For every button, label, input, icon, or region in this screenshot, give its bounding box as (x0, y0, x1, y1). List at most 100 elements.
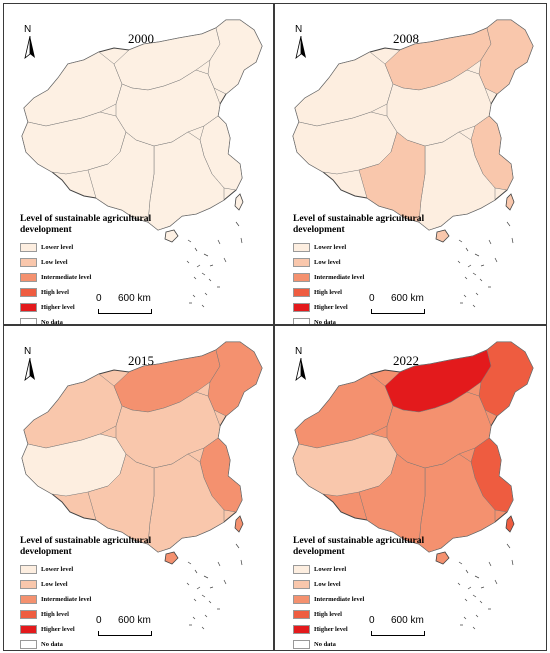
north-arrow-icon (24, 36, 35, 60)
legend-swatch (20, 580, 37, 589)
legend-label: Intermediate level (41, 274, 92, 281)
legend-swatch (293, 565, 310, 574)
scale-bar: 0 600 km (96, 293, 156, 315)
legend-swatch (293, 303, 310, 312)
south-sea-islands (457, 221, 514, 308)
south-sea-islands (186, 221, 243, 308)
north-arrow: N (22, 24, 38, 62)
north-arrow-icon (295, 36, 306, 60)
legend-item: Low level (293, 255, 364, 270)
south-sea-islands (457, 543, 514, 630)
legend-label: Lower level (41, 566, 74, 573)
scale-zero: 0 (369, 293, 375, 304)
china-map (21, 19, 263, 308)
legend-item: Low level (20, 255, 91, 270)
legend-swatch (293, 288, 310, 297)
legend-item: High level (20, 607, 91, 622)
legend-item: No data (20, 315, 91, 325)
region-southwest (87, 453, 155, 545)
legend-swatch (293, 640, 310, 649)
legend-swatch (293, 318, 310, 324)
legend-swatch (293, 595, 310, 604)
legend: Lower level Low level Intermediate level Hi… (293, 562, 364, 650)
legend-item: Intermediate level (20, 592, 91, 607)
legend-swatch (293, 243, 310, 252)
legend-item: Intermediate level (293, 270, 364, 285)
legend-label: No data (314, 641, 336, 648)
legend-label: Low level (314, 581, 341, 588)
legend-title: Level of sustainable agricultural develo… (20, 214, 152, 235)
panel-year: 2008 (393, 31, 419, 46)
scale-zero: 0 (96, 293, 102, 304)
legend-label: Low level (41, 259, 68, 266)
legend-label: Lower level (314, 244, 347, 251)
scale-distance: 600 km (118, 615, 151, 626)
legend-label: Low level (41, 581, 68, 588)
legend-label: Intermediate level (314, 274, 365, 281)
legend-item: No data (20, 637, 91, 650)
legend-item: Higher level (20, 622, 91, 637)
legend-swatch (293, 625, 310, 634)
legend-label: Higher level (314, 626, 348, 633)
legend-label: High level (41, 611, 69, 618)
panel-year: 2022 (393, 353, 419, 368)
region-northeast (478, 19, 534, 95)
region-taiwan (234, 193, 244, 211)
legend-title: Level of sustainable agricultural develo… (293, 214, 425, 235)
legend-swatch (20, 258, 37, 267)
legend-label: Intermediate level (314, 596, 365, 603)
legend-label: High level (314, 611, 342, 618)
region-hainan (435, 551, 450, 565)
legend-label: Higher level (314, 304, 348, 311)
scale-line (371, 309, 425, 314)
legend-label: No data (41, 319, 63, 325)
legend-swatch (20, 303, 37, 312)
legend-label: High level (41, 289, 69, 296)
north-arrow-icon (24, 358, 35, 382)
north-arrow: N (293, 24, 309, 62)
region-taiwan (234, 515, 244, 533)
panel-year: 2015 (128, 353, 154, 368)
region-taiwan (505, 193, 515, 211)
scale-line (371, 631, 425, 636)
legend-title: Level of sustainable agricultural develo… (20, 536, 152, 557)
north-label: N (24, 24, 32, 35)
scale-distance: 600 km (391, 293, 424, 304)
panel-year: 2000 (128, 31, 154, 46)
legend-item: Lower level (20, 562, 91, 577)
scale-zero: 0 (369, 615, 375, 626)
region-southwest (358, 453, 426, 545)
region-hainan (164, 551, 179, 565)
legend-label: Intermediate level (41, 596, 92, 603)
map-panel-2008: N 2008 Level of sustainable agricultural… (274, 3, 547, 325)
china-map (292, 19, 534, 308)
legend-swatch (293, 258, 310, 267)
legend-item: Lower level (20, 240, 91, 255)
scale-line (98, 309, 152, 314)
legend-label: High level (314, 289, 342, 296)
legend-swatch (20, 625, 37, 634)
map-panel-2015: N 2015 Level of sustainable agricultural… (3, 325, 274, 651)
legend-item: Lower level (293, 240, 364, 255)
legend: Lower level Low level Intermediate level Hi… (20, 562, 91, 650)
legend-swatch (293, 610, 310, 619)
legend-label: Lower level (41, 244, 74, 251)
scale-bar: 0 600 km (369, 615, 429, 637)
legend-item: Higher level (20, 300, 91, 315)
legend-item: Higher level (293, 300, 364, 315)
legend-label: Low level (314, 259, 341, 266)
legend-item: Intermediate level (293, 592, 364, 607)
region-southwest (87, 131, 155, 223)
north-arrow: N (293, 346, 309, 384)
scale-bar: 0 600 km (96, 615, 156, 637)
legend: Lower level Low level Intermediate level Hi… (293, 240, 364, 324)
map-panel-2000: N 2000 Level of sustainable agricultural… (3, 3, 274, 325)
legend-label: Higher level (41, 626, 75, 633)
region-northeast (207, 341, 263, 417)
legend-label: Lower level (314, 566, 347, 573)
legend: Lower level Low level Intermediate level Hi… (20, 240, 92, 325)
legend-item: High level (293, 607, 364, 622)
legend-swatch (293, 580, 310, 589)
legend-item: No data (293, 315, 364, 324)
map-panel-2022: N 2022 Level of sustainable agricultural… (274, 325, 547, 651)
